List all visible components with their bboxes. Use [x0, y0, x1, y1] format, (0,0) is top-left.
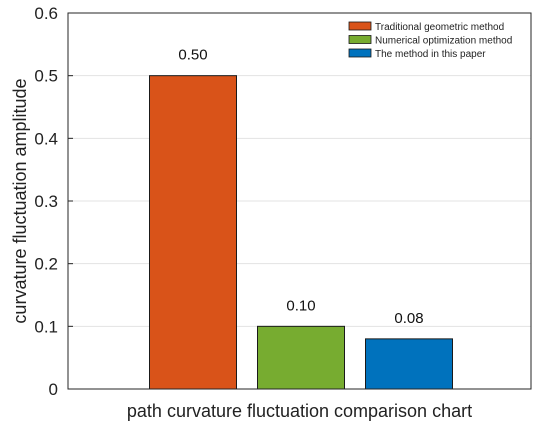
data-labels: 0.50 0.10 0.08: [178, 47, 423, 327]
legend-entry: Traditional geometric method: [375, 22, 504, 33]
y-axis-label: curvature fluctuation amplitude: [10, 78, 30, 323]
y-tick-label: 0.5: [34, 67, 58, 86]
y-tick-label: 0.1: [34, 317, 58, 336]
legend-entry: The method in this paper: [375, 49, 486, 60]
y-axis-ticks: 0 0.1 0.2 0.3 0.4 0.5 0.6: [34, 4, 73, 399]
x-axis-label: path curvature fluctuation comparison ch…: [127, 401, 472, 421]
legend-box: [344, 18, 529, 65]
bar: [149, 75, 237, 390]
data-label: 0.50: [178, 47, 207, 64]
legend-swatch: [348, 21, 372, 31]
data-label: 0.08: [394, 310, 423, 327]
legend-swatch: [348, 48, 372, 58]
data-label: 0.10: [286, 297, 315, 314]
y-tick-label: 0.6: [34, 4, 58, 23]
y-tick-label: 0: [49, 380, 58, 399]
y-tick-label: 0.4: [34, 129, 58, 148]
legend-entry: Numerical optimization method: [375, 36, 512, 47]
legend: Traditional geometric method Numerical op…: [344, 18, 529, 65]
y-tick-label: 0.3: [34, 192, 58, 211]
y-tick-label: 0.2: [34, 255, 58, 274]
bar: [257, 325, 345, 390]
legend-swatch: [348, 35, 372, 44]
bar: [365, 338, 453, 390]
bars: [149, 75, 453, 390]
